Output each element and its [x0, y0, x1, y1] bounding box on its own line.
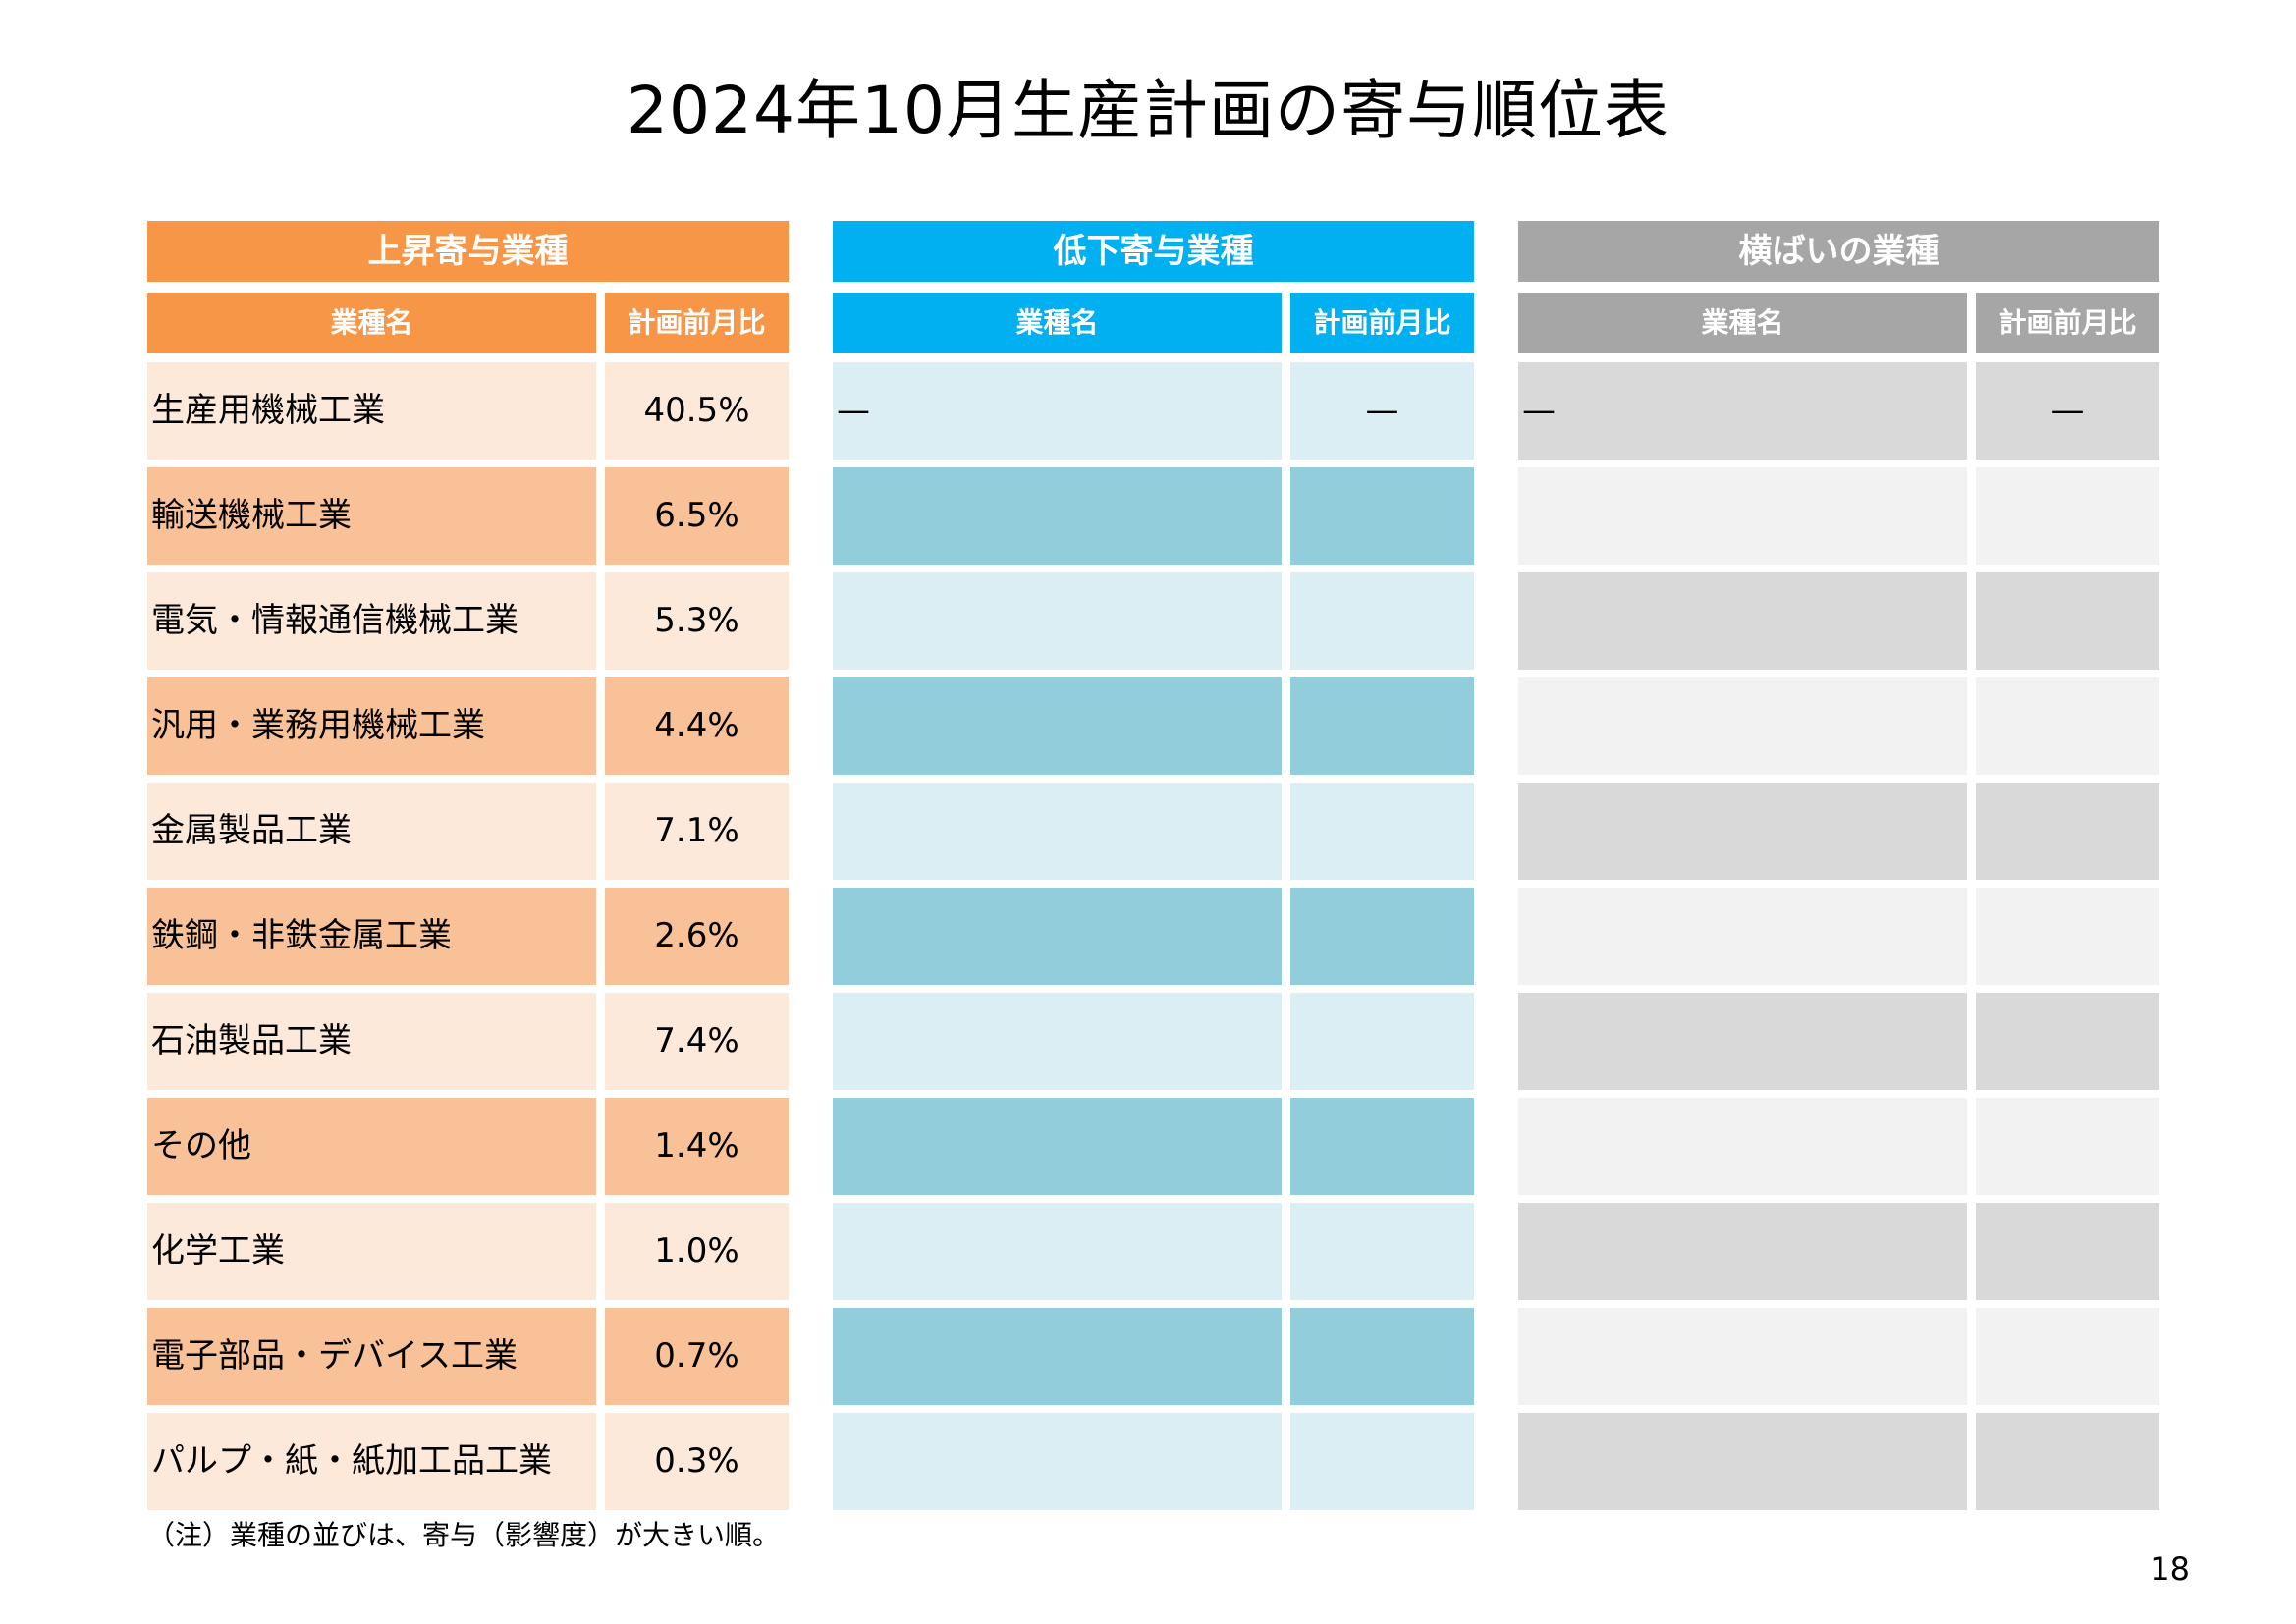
table-cell-value — [1976, 1203, 2159, 1300]
table-cell-industry — [833, 1098, 1282, 1195]
table-cell-industry: その他 — [147, 1098, 596, 1195]
table-cell-value — [1976, 1308, 2159, 1405]
table-cell-industry: 金属製品工業 — [147, 783, 596, 880]
table-cell-industry: 鉄鋼・非鉄金属工業 — [147, 888, 596, 985]
table-cell-industry — [1518, 888, 1967, 985]
table-cell-value: — — [1290, 362, 1474, 460]
table-cell-industry — [833, 572, 1282, 670]
table-cell-value: 40.5% — [605, 362, 789, 460]
section-header: 上昇寄与業種 — [147, 221, 789, 282]
column-header-name: 業種名 — [147, 293, 596, 353]
table-cell-value: 7.1% — [605, 783, 789, 880]
footnote: （注）業種の並びは、寄与（影響度）が大きい順。 — [147, 1519, 781, 1551]
table-cell-industry: 生産用機械工業 — [147, 362, 596, 460]
table-cell-industry: — — [833, 362, 1282, 460]
table-cell-industry — [1518, 1098, 1967, 1195]
table-cell-industry — [833, 783, 1282, 880]
table-cell-industry: 化学工業 — [147, 1203, 596, 1300]
column-header-value: 計画前月比 — [1290, 293, 1474, 353]
table-cell-industry: パルプ・紙・紙加工品工業 — [147, 1413, 596, 1510]
table-cell-industry — [1518, 572, 1967, 670]
table-cell-value: 6.5% — [605, 467, 789, 565]
table-cell-value — [1290, 888, 1474, 985]
table-cell-value: 7.4% — [605, 993, 789, 1090]
table-cell-industry — [1518, 1413, 1967, 1510]
table-cell-value — [1976, 572, 2159, 670]
page-title: 2024年10月生産計画の寄与順位表 — [627, 73, 1669, 148]
table-cell-value: 1.4% — [605, 1098, 789, 1195]
column-header-value: 計画前月比 — [605, 293, 789, 353]
table-cell-value — [1976, 1413, 2159, 1510]
table-cell-industry: 電子部品・デバイス工業 — [147, 1308, 596, 1405]
table-cell-value — [1976, 467, 2159, 565]
table-cell-value — [1290, 1308, 1474, 1405]
table-cell-value — [1290, 677, 1474, 775]
table-cell-industry — [1518, 1203, 1967, 1300]
section-header: 低下寄与業種 — [833, 221, 1474, 282]
table-cell-industry: 汎用・業務用機械工業 — [147, 677, 596, 775]
table-cell-industry — [833, 1203, 1282, 1300]
table-cell-value: 5.3% — [605, 572, 789, 670]
table-cell-industry: 石油製品工業 — [147, 993, 596, 1090]
column-header-name: 業種名 — [1518, 293, 1967, 353]
column-header-value: 計画前月比 — [1976, 293, 2159, 353]
table-cell-industry — [833, 1308, 1282, 1405]
table-cell-value — [1976, 993, 2159, 1090]
table-cell-value: 0.7% — [605, 1308, 789, 1405]
table-cell-industry — [833, 467, 1282, 565]
table-cell-industry — [1518, 677, 1967, 775]
table-cell-industry — [833, 1413, 1282, 1510]
table-cell-industry: 輸送機械工業 — [147, 467, 596, 565]
table-cell-industry — [1518, 1308, 1967, 1405]
table-cell-value: 2.6% — [605, 888, 789, 985]
table-cell-value — [1290, 993, 1474, 1090]
table-cell-industry — [1518, 993, 1967, 1090]
table-cell-value — [1290, 467, 1474, 565]
table-cell-industry — [833, 677, 1282, 775]
table-cell-value: — — [1976, 362, 2159, 460]
table-cell-industry — [833, 993, 1282, 1090]
section-header: 横ばいの業種 — [1518, 221, 2159, 282]
table-cell-value — [1976, 783, 2159, 880]
table-cell-value — [1290, 572, 1474, 670]
table-cell-industry — [833, 888, 1282, 985]
table-cell-value — [1976, 1098, 2159, 1195]
table-cell-value: 4.4% — [605, 677, 789, 775]
column-header-name: 業種名 — [833, 293, 1282, 353]
table-cell-value — [1976, 677, 2159, 775]
table-cell-industry: — — [1518, 362, 1967, 460]
table-cell-value: 0.3% — [605, 1413, 789, 1510]
table-cell-value — [1976, 888, 2159, 985]
table-cell-industry — [1518, 467, 1967, 565]
table-cell-value: 1.0% — [605, 1203, 789, 1300]
table-cell-industry: 電気・情報通信機械工業 — [147, 572, 596, 670]
table-cell-industry — [1518, 783, 1967, 880]
table-cell-value — [1290, 1203, 1474, 1300]
page-number: 18 — [2150, 1550, 2190, 1588]
table-cell-value — [1290, 1413, 1474, 1510]
table-cell-value — [1290, 783, 1474, 880]
table-cell-value — [1290, 1098, 1474, 1195]
